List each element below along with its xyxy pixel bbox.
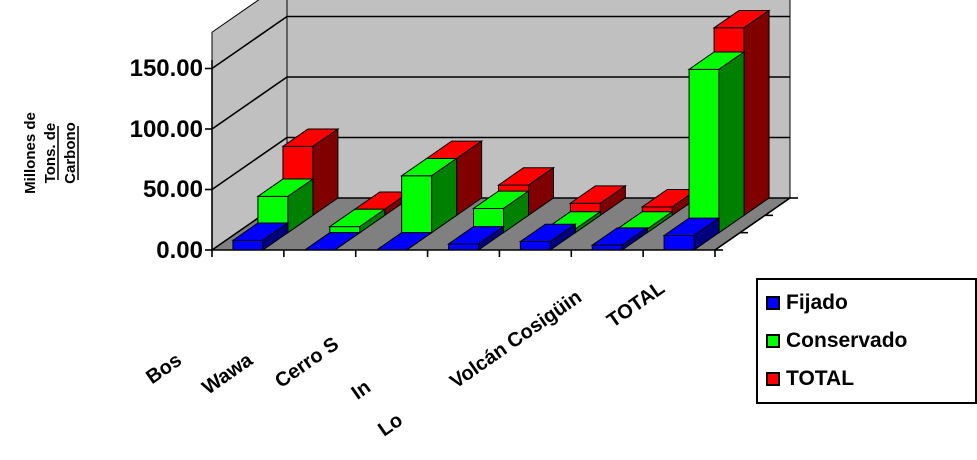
bar-front (663, 234, 695, 251)
bar-side (599, 184, 626, 217)
y-tick-label: 0.00 (156, 237, 203, 264)
gridline (211, 76, 790, 130)
bar (231, 222, 290, 251)
bar (328, 208, 387, 234)
chart-axes (205, 60, 798, 257)
bar-side (312, 128, 339, 217)
y-tick-labels: 0.00 50.00 100.00 150.00 (130, 55, 203, 264)
bar-side (478, 225, 504, 251)
x-tick-label: Bos (142, 349, 186, 389)
bar-side (503, 190, 529, 234)
y-axis-label-line: Tons. de (42, 123, 59, 184)
bar-front (401, 175, 433, 234)
bar-side (431, 157, 458, 234)
bar (687, 51, 746, 234)
legend-swatch-total (766, 372, 780, 386)
y-axis-label: Millones de Tons. de Carbono (22, 112, 79, 194)
bar-front (688, 68, 720, 234)
bar-front (448, 243, 479, 251)
x-tick-label: TOTAL (603, 277, 669, 332)
chart-bars (231, 9, 771, 251)
bar-side (359, 208, 386, 234)
bar-side (621, 226, 648, 251)
legend-item: Fijado (766, 290, 848, 316)
bar (518, 223, 577, 251)
y-tick-label: 100.00 (130, 116, 203, 143)
x-tick-label: Lo (374, 409, 407, 441)
legend-label: Conservado (786, 329, 908, 352)
gridline (211, 136, 790, 191)
x-tick-labels: Bos Wawa Cerro S In Lo Volcán Cosigüin T… (142, 277, 669, 441)
x-tick-label: In (348, 376, 375, 404)
y-tick-label: 150.00 (130, 55, 203, 82)
x-tick-label: Cerro S (271, 333, 343, 392)
bar-side (693, 217, 720, 251)
bar (590, 226, 649, 251)
bar (256, 178, 315, 234)
legend-swatch-conservado (766, 334, 780, 348)
y-axis-label-line: Carbono (62, 122, 79, 184)
bar-side (287, 178, 314, 234)
y-tick-label: 50.00 (143, 176, 203, 203)
bar-front (329, 226, 361, 234)
y-axis-label-line: Millones de (22, 112, 39, 194)
legend-item: TOTAL (766, 366, 854, 392)
bar-side (262, 222, 289, 251)
legend-label: Fijado (786, 291, 848, 314)
depth-axis-line (714, 197, 791, 251)
bar-side (549, 223, 576, 251)
bar-side (743, 9, 770, 217)
legend: Fijado Conservado TOTAL (756, 278, 977, 404)
x-tick-label: Wawa (198, 349, 257, 400)
bar (662, 217, 721, 251)
bar-side (334, 232, 361, 251)
bar-side (718, 51, 745, 234)
bar-front (232, 239, 264, 251)
bar-front (519, 241, 551, 251)
legend-item: Conservado (766, 328, 907, 354)
legend-swatch-fijado (766, 296, 780, 310)
bar (400, 157, 459, 234)
gridline (211, 15, 790, 70)
bar-side (406, 232, 432, 251)
x-tick-label: Volcán Cosigüin (446, 286, 586, 393)
legend-label: TOTAL (786, 367, 855, 390)
